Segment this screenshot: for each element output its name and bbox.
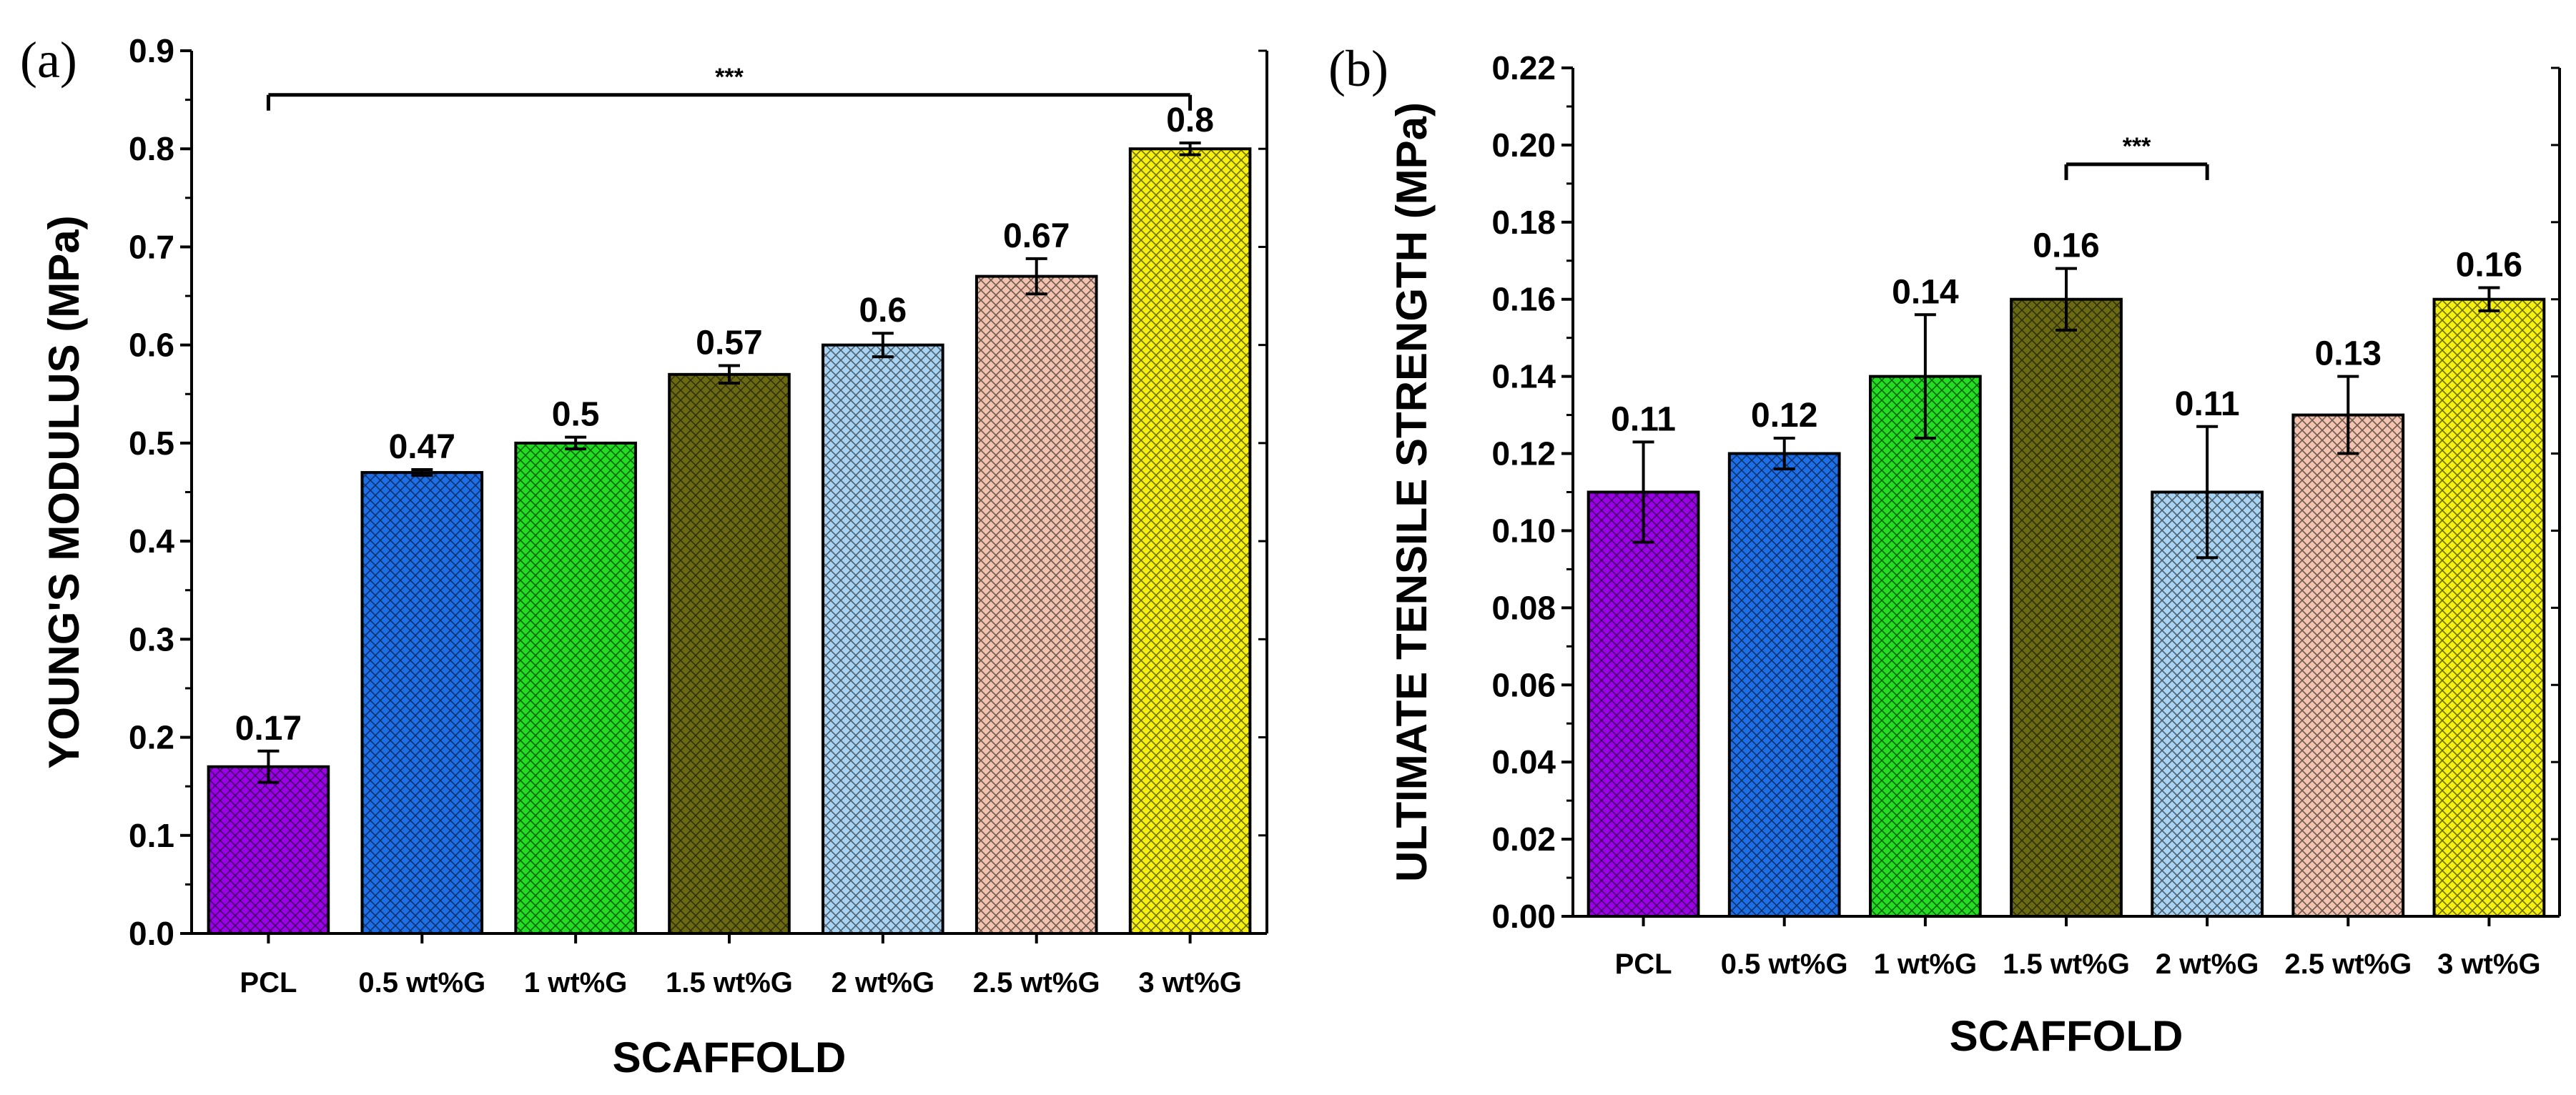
bar: [974, 274, 1098, 936]
x-tick-label: 1 wt%G: [524, 967, 627, 999]
y-tick-label: 0.12: [1491, 435, 1556, 472]
bar: [360, 471, 484, 935]
y-tick-label: 0.8: [129, 130, 174, 167]
y-tick-label: 0.2: [129, 719, 174, 756]
y-tick-label: 0.02: [1491, 821, 1556, 858]
bar: [2432, 297, 2546, 918]
y-axis-title: ULTIMATE TENSILE STRENGTH (MPa): [1388, 102, 1436, 882]
bar: [2010, 297, 2123, 918]
data-label: 0.16: [2456, 247, 2522, 284]
x-tick-label: 2.5 wt%G: [973, 967, 1100, 999]
bar: [2291, 413, 2405, 918]
x-tick-label: 3 wt%G: [2437, 948, 2540, 980]
significance-label: ***: [2123, 133, 2151, 160]
x-tick-label: 0.5 wt%G: [358, 967, 485, 999]
x-tick-label: 1.5 wt%G: [2003, 948, 2130, 980]
x-tick-label: 1 wt%G: [1874, 948, 1977, 980]
data-label: 0.5: [552, 396, 600, 434]
y-tick-label: 0.9: [129, 32, 174, 69]
y-tick-label: 0.16: [1491, 281, 1556, 318]
data-label: 0.16: [2033, 227, 2099, 265]
x-tick-label: 1.5 wt%G: [666, 967, 793, 999]
y-tick-label: 0.7: [129, 228, 174, 265]
x-tick-label: 2.5 wt%G: [2284, 948, 2412, 980]
y-tick-label: 0.10: [1491, 512, 1556, 549]
data-label: 0.6: [859, 292, 907, 330]
data-label: 0.57: [696, 324, 762, 362]
data-label: 0.12: [1751, 397, 1817, 435]
bar: [1868, 375, 1982, 918]
data-label: 0.11: [2175, 385, 2240, 423]
y-tick-label: 0.06: [1491, 666, 1556, 703]
y-tick-label: 0.20: [1491, 127, 1556, 164]
data-label: 0.11: [1611, 400, 1676, 438]
y-tick-label: 0.3: [129, 620, 174, 658]
bar: [821, 343, 944, 935]
data-label: 0.47: [389, 428, 455, 466]
y-tick-label: 0.1: [129, 817, 174, 854]
bar: [1586, 490, 1700, 918]
data-label: 0.17: [235, 710, 302, 748]
bar: [207, 765, 330, 935]
y-axis-title: YOUNG'S MODULUS (MPa): [40, 215, 88, 768]
bar: [668, 372, 791, 935]
y-tick-label: 0.18: [1491, 204, 1556, 241]
x-tick-label: 2 wt%G: [831, 967, 934, 999]
y-tick-label: 0.5: [129, 425, 174, 462]
y-tick-label: 0.04: [1491, 743, 1556, 781]
panel-label: (a): [20, 31, 77, 89]
y-tick-label: 0.14: [1491, 358, 1556, 395]
x-tick-label: 3 wt%G: [1138, 967, 1241, 999]
x-tick-label: 2 wt%G: [2156, 948, 2259, 980]
y-tick-label: 0.22: [1491, 49, 1556, 86]
data-label: 0.13: [2315, 335, 2382, 373]
x-tick-label: 0.5 wt%G: [1721, 948, 1848, 980]
y-tick-label: 0.6: [129, 327, 174, 364]
significance-label: ***: [715, 64, 744, 91]
y-tick-label: 0.4: [129, 522, 174, 560]
x-axis-title: SCAFFOLD: [613, 1034, 847, 1081]
x-axis-title: SCAFFOLD: [1950, 1012, 2183, 1060]
y-tick-label: 0.08: [1491, 589, 1556, 626]
chart-panel-b: (b) 0.00 0.02 0.04 0.06 0.08 0.10 0.12 0.14 0.16 0…: [1328, 40, 2561, 1060]
bar: [514, 441, 637, 935]
x-tick-label: PCL: [240, 967, 297, 999]
data-label: 0.67: [1003, 217, 1070, 255]
y-tick-label: 0.0: [129, 915, 174, 952]
panel-label: (b): [1328, 40, 1388, 97]
data-label: 0.14: [1892, 273, 1959, 311]
x-tick-label: PCL: [1615, 948, 1672, 980]
chart-panel-a: (a) 0.0 0.1 0.2 0.3 0.4 0.5 0.6 0.7 0.8 0.9 0.17 PCL…: [20, 31, 1268, 1081]
bar: [1727, 452, 1841, 918]
y-tick-label: 0.00: [1491, 898, 1556, 935]
bar: [1128, 147, 1252, 936]
